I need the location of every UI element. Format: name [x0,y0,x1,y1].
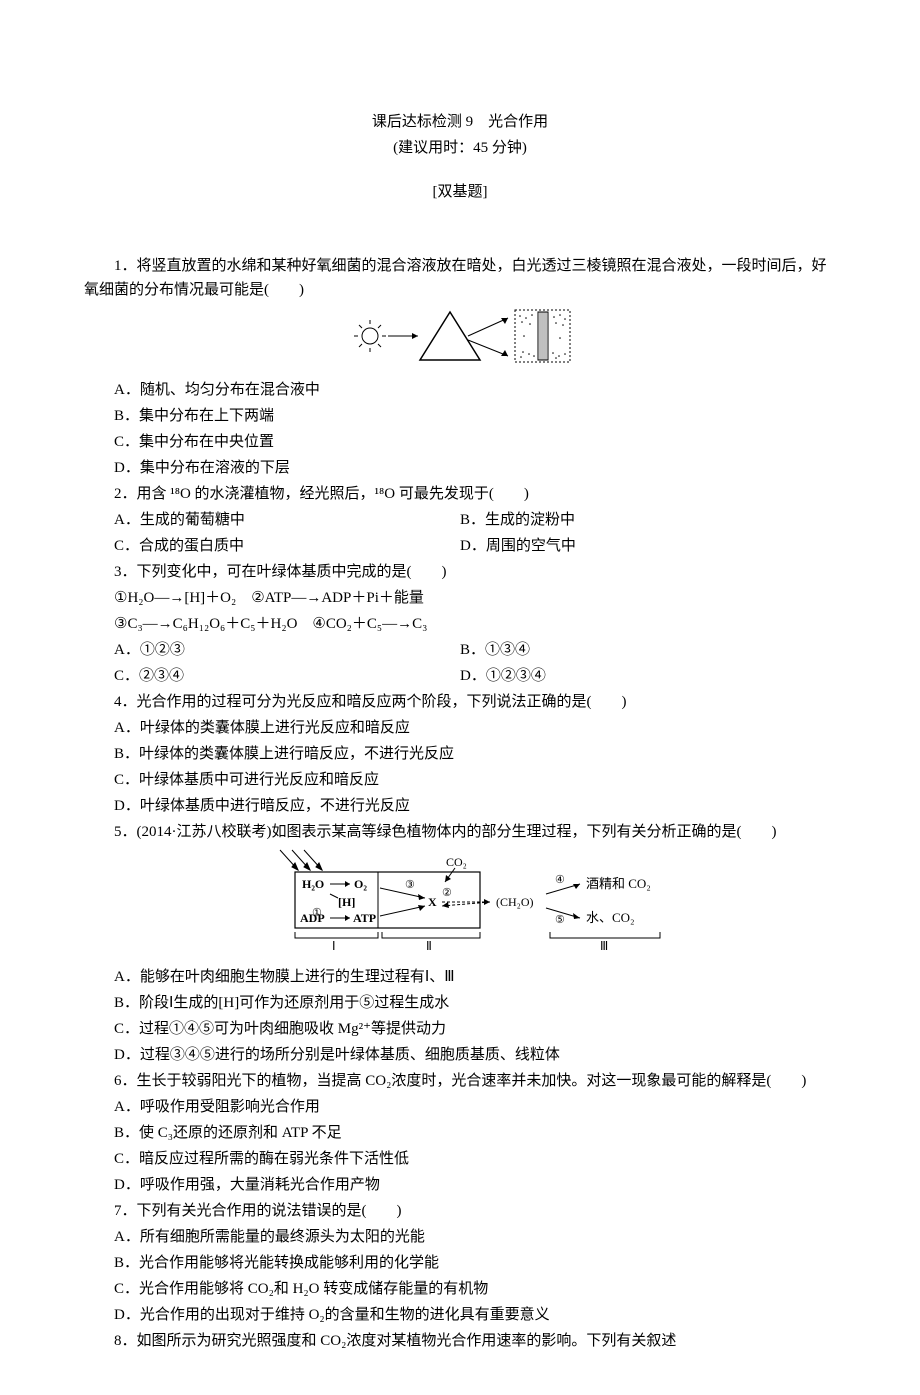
q2-stem: 2．用含 ¹⁸O 的水浇灌植物，经光照后，¹⁸O 可最先发现于( ) [84,482,836,506]
q4-opt-d: D．叶绿体基质中进行暗反应，不进行光反应 [84,794,836,818]
light-arrows [280,850,322,870]
section-header: [双基题] [84,180,836,204]
q2-opt-c: C．合成的蛋白质中 [84,534,460,558]
q6-opt-d: D．呼吸作用强，大量消耗光合作用产物 [84,1173,836,1197]
sun-icon [362,328,378,344]
doc-title: 课后达标检测 9 光合作用 [84,110,836,134]
q1-opt-a: A．随机、均匀分布在混合液中 [84,378,836,402]
prism-diagram [340,306,580,366]
sun-rays [354,320,386,352]
q7-opt-a: A．所有细胞所需能量的最终源头为太阳的光能 [84,1225,836,1249]
q6-opt-c: C．暗反应过程所需的酶在弱光条件下活性低 [84,1147,836,1171]
bacteria-dots [519,314,566,359]
brace-2 [382,932,480,938]
q5-opt-d: D．过程③④⑤进行的场所分别是叶绿体基质、细胞质基质、线粒体 [84,1043,836,1067]
q3-items1: ①H₂O―→[H]＋O₂ ②ATP―→ADP＋Pi＋能量 [84,586,836,610]
q1-opt-b: B．集中分布在上下两端 [84,404,836,428]
label-h2o: H₂O [302,877,324,891]
brace-1 [295,932,378,938]
label-out2: 水、CO₂ [586,910,635,925]
label-r1: Ⅰ [332,939,336,953]
q3-items2: ③C₃―→C₆H₁₂O₆＋C₅＋H₂O ④CO₂＋C₅―→C₃ [84,612,836,636]
q7-stem: 7．下列有关光合作用的说法错误的是( ) [84,1199,836,1223]
q4-stem: 4．光合作用的过程可分为光反应和暗反应两个阶段，下列说法正确的是( ) [84,690,836,714]
label-x: X [428,895,437,909]
q3-opt-a: A．①②③ [84,638,460,662]
label-n2: ② [442,887,452,899]
arrow-head-icon [412,333,418,339]
photosynthesis-diagram: H₂O O₂ [H] ADP ① ATP CO₂ ③ X ② (CH₂O) ④ … [250,848,670,953]
q6-opt-a: A．呼吸作用受阻影响光合作用 [84,1095,836,1119]
q4-opt-c: C．叶绿体基质中可进行光反应和暗反应 [84,768,836,792]
q6-stem: 6．生长于较弱阳光下的植物，当提高 CO₂浓度时，光合速率并未加快。对这一现象最… [84,1069,836,1093]
q3-opt-b: B．①③④ [460,638,836,662]
ray-up [468,318,508,336]
q7-opt-c: C．光合作用能够将 CO₂和 H₂O 转变成储存能量的有机物 [84,1277,836,1301]
label-r3: Ⅲ [600,939,608,953]
algae-strip [538,312,548,360]
q7-opt-d: D．光合作用的出现对于维持 O₂的含量和生物的进化具有重要意义 [84,1303,836,1327]
q6-opt-b: B．使 C₃还原的还原剂和 ATP 不足 [84,1121,836,1145]
q5-opt-b: B．阶段Ⅰ生成的[H]可作为还原剂用于⑤过程生成水 [84,991,836,1015]
q4-opt-a: A．叶绿体的类囊体膜上进行光反应和暗反应 [84,716,836,740]
q4-opt-b: B．叶绿体的类囊体膜上进行暗反应，不进行光反应 [84,742,836,766]
label-out1: 酒精和 CO₂ [586,876,651,891]
q1-stem: 1．将竖直放置的水绵和某种好氧细菌的混合溶液放在暗处，白光透过三棱镜照在混合液处… [84,254,836,302]
q1-opt-c: C．集中分布在中央位置 [84,430,836,454]
label-o2: O₂ [354,877,367,891]
label-n5: ⑤ [555,914,565,926]
q3-stem: 3．下列变化中，可在叶绿体基质中完成的是( ) [84,560,836,584]
q7-opt-b: B．光合作用能够将光能转换成能够利用的化学能 [84,1251,836,1275]
q1-opt-d: D．集中分布在溶液的下层 [84,456,836,480]
q1-figure [84,306,836,374]
label-atp: ATP [353,911,376,925]
prism-icon [420,312,480,360]
label-n1: ① [312,907,322,919]
q8-stem: 8．如图所示为研究光照强度和 CO₂浓度对某植物光合作用速率的影响。下列有关叙述 [84,1329,836,1353]
q3-opt-c: C．②③④ [84,664,460,688]
q5-figure: H₂O O₂ [H] ADP ① ATP CO₂ ③ X ② (CH₂O) ④ … [84,848,836,961]
label-h: [H] [338,895,355,909]
q5-opt-c: C．过程①④⑤可为叶肉细胞吸收 Mg²⁺等提供动力 [84,1017,836,1041]
doc-subtitle: (建议用时：45 分钟) [84,136,836,160]
arrow-head-icon [501,350,508,356]
q2-opt-a: A．生成的葡萄糖中 [84,508,460,532]
q5-opt-a: A．能够在叶肉细胞生物膜上进行的生理过程有Ⅰ、Ⅲ [84,965,836,989]
label-n3: ③ [405,879,415,891]
label-r2: Ⅱ [426,939,432,953]
q2-opt-b: B．生成的淀粉中 [460,508,836,532]
q3-opt-d: D．①②③④ [460,664,836,688]
ray-down [468,340,508,356]
label-co2-top: CO₂ [446,855,467,869]
label-ch2o: (CH₂O) [496,895,534,909]
brace-3 [550,932,660,938]
label-n4: ④ [555,874,565,886]
q5-stem: 5．(2014·江苏八校联考)如图表示某高等绿色植物体内的部分生理过程，下列有关… [84,820,836,844]
q2-opt-d: D．周围的空气中 [460,534,836,558]
